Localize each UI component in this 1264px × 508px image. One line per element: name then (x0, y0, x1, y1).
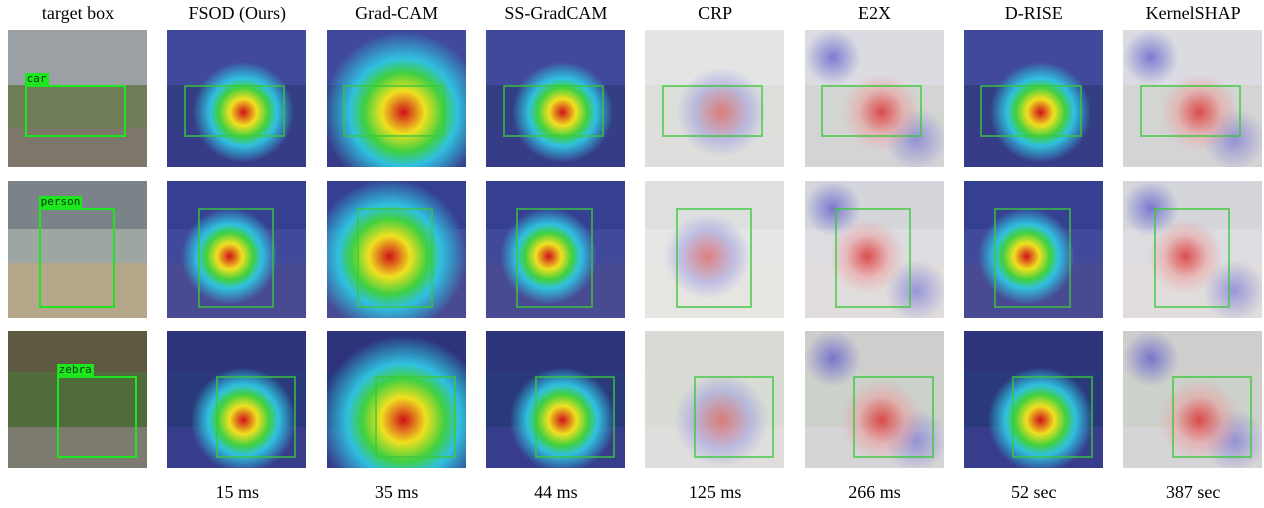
target-box (835, 208, 911, 308)
class-label: car (25, 73, 49, 85)
image-tile (167, 331, 306, 468)
runtime-label: 15 ms (157, 482, 317, 503)
target-box (216, 376, 296, 458)
target-box (39, 208, 115, 308)
target-box (821, 85, 922, 137)
class-label: zebra (57, 364, 94, 376)
target-box (343, 85, 444, 137)
runtime-label: 35 ms (317, 482, 477, 503)
column-title: Grad-CAM (317, 3, 477, 24)
column-title: CRP (635, 3, 795, 24)
column-title: SS-GradCAM (476, 3, 636, 24)
column-title: KernelSHAP (1113, 3, 1264, 24)
image-tile (805, 331, 944, 468)
image-tile (1123, 331, 1262, 468)
target-box (1140, 85, 1241, 137)
image-tile (167, 181, 306, 318)
image-tile: person (8, 181, 147, 318)
runtime-label: 266 ms (795, 482, 955, 503)
target-box (535, 376, 615, 458)
target-box (198, 208, 274, 308)
class-label: person (39, 196, 83, 208)
image-tile (805, 181, 944, 318)
runtime-label: 52 sec (954, 482, 1114, 503)
target-box (994, 208, 1070, 308)
target-box (184, 85, 285, 137)
target-box (662, 85, 763, 137)
runtime-label: 387 sec (1113, 482, 1264, 503)
target-box (357, 208, 433, 308)
target-box (1172, 376, 1252, 458)
column-title: FSOD (Ours) (157, 3, 317, 24)
image-tile (964, 181, 1103, 318)
target-box (375, 376, 455, 458)
column-title: target box (0, 3, 158, 24)
image-tile (1123, 30, 1262, 167)
image-tile (167, 30, 306, 167)
target-box (1154, 208, 1230, 308)
target-box (676, 208, 752, 308)
image-tile (964, 331, 1103, 468)
image-tile: car (8, 30, 147, 167)
target-box (853, 376, 933, 458)
image-tile (645, 181, 784, 318)
column-title: E2X (795, 3, 955, 24)
target-box (57, 376, 137, 458)
target-box (516, 208, 592, 308)
image-tile (486, 331, 625, 468)
image-tile (1123, 181, 1262, 318)
image-tile (486, 30, 625, 167)
image-tile (327, 30, 466, 167)
target-box (25, 85, 126, 137)
image-tile (964, 30, 1103, 167)
image-tile (486, 181, 625, 318)
column-title: D-RISE (954, 3, 1114, 24)
runtime-label: 125 ms (635, 482, 795, 503)
image-tile (805, 30, 944, 167)
target-box (503, 85, 604, 137)
image-tile (327, 181, 466, 318)
figure: target box car person zebra FSOD (Ours) 15 ms… (0, 0, 1264, 508)
image-tile (645, 30, 784, 167)
target-box (1012, 376, 1092, 458)
image-tile (645, 331, 784, 468)
target-box (694, 376, 774, 458)
target-box (980, 85, 1081, 137)
image-tile (327, 331, 466, 468)
image-tile: zebra (8, 331, 147, 468)
runtime-label: 44 ms (476, 482, 636, 503)
